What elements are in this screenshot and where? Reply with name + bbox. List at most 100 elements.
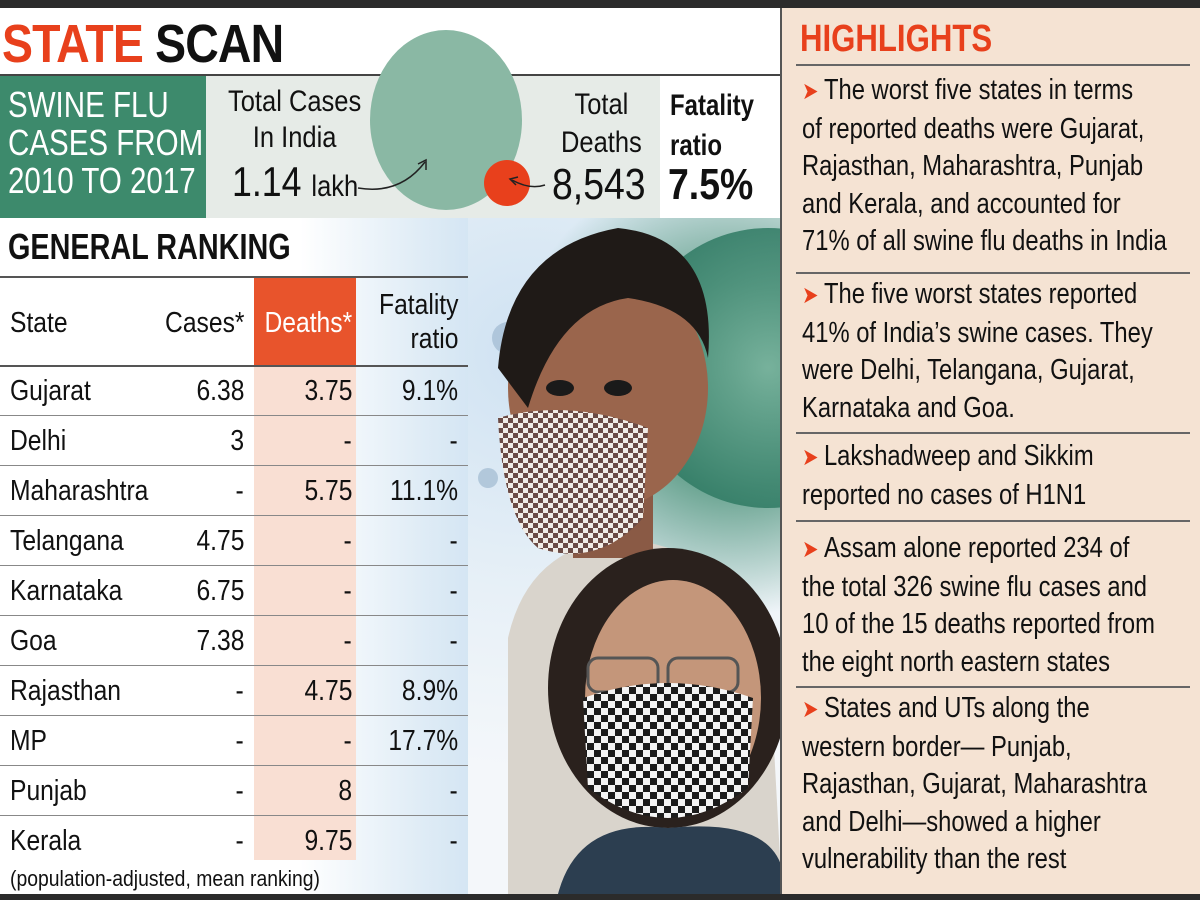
- cases-rank: 4.75: [196, 525, 244, 557]
- highlight-line: ➤ The five worst states reported: [802, 276, 1187, 315]
- state-name: Rajasthan: [10, 675, 122, 707]
- fatality-ratio: 11.1%: [389, 475, 458, 507]
- swine-flu-label: SWINE FLU CASES FROM 2010 TO 2017: [8, 86, 203, 200]
- highlight-line: Rajasthan, Gujarat, Maharashtra: [802, 766, 1187, 804]
- total-deaths-value: 8,543: [552, 160, 646, 209]
- deaths-rank: -: [343, 725, 352, 757]
- fatality-ratio: -: [449, 825, 458, 857]
- highlight-line: 71% of all swine flu deaths in India: [802, 223, 1187, 261]
- highlight-text: and Delhi—showed a higher: [802, 805, 1101, 838]
- table-top-rule: [0, 276, 468, 278]
- header-state: State: [10, 307, 68, 339]
- bullet-arrow-icon: ➤: [802, 282, 824, 309]
- fatality-ratio-label-line: Fatality: [670, 89, 755, 122]
- highlight-item: ➤ Lakshadweep and Sikkim reported no case…: [802, 438, 1187, 514]
- deaths-header-cell: [254, 278, 356, 366]
- deaths-rank: -: [343, 575, 352, 607]
- table-row-divider: [0, 465, 468, 466]
- highlight-line: vulnerability than the rest: [802, 841, 1187, 879]
- fatality-ratio: -: [449, 525, 458, 557]
- highlight-line: 41% of India’s swine cases. They: [802, 315, 1187, 353]
- state-name: Goa: [10, 625, 57, 657]
- bullet-arrow-icon: ➤: [802, 536, 824, 563]
- highlight-line: Karnataka and Goa.: [802, 390, 1187, 428]
- highlight-line: reported no cases of H1N1: [802, 477, 1187, 515]
- deaths-rank: -: [343, 625, 352, 657]
- deaths-rank: 4.75: [304, 675, 352, 707]
- cases-rank: 6.75: [196, 575, 244, 607]
- bottom-border: [0, 894, 1200, 900]
- state-name: Gujarat: [10, 375, 91, 407]
- cases-rank: -: [235, 675, 244, 707]
- highlight-text: the total 326 swine flu cases and: [802, 570, 1148, 603]
- total-cases-unit: lakh: [311, 170, 359, 203]
- fatality-ratio-label: Fatality ratio: [670, 86, 754, 166]
- highlight-text: western border— Punjab,: [802, 730, 1072, 763]
- fatality-ratio-box: [660, 76, 780, 218]
- title-part-scan: SCAN: [155, 14, 284, 74]
- deaths-rank: 9.75: [304, 825, 352, 857]
- header-cases: Cases*: [164, 307, 244, 339]
- fatality-ratio: 17.7%: [388, 725, 458, 757]
- total-cases-number: 1.14: [232, 158, 302, 205]
- state-name: Karnataka: [10, 575, 123, 607]
- bullet-arrow-icon: ➤: [802, 444, 824, 471]
- highlight-divider: [796, 520, 1190, 522]
- table-row-divider: [0, 815, 468, 816]
- highlight-line: were Delhi, Telangana, Gujarat,: [802, 352, 1187, 390]
- highlight-line: the eight north eastern states: [802, 644, 1187, 682]
- cases-rank: 7.38: [196, 625, 244, 657]
- deaths-column-highlight: [254, 278, 356, 860]
- fatality-ratio: -: [449, 625, 458, 657]
- cases-rank: -: [235, 475, 244, 507]
- highlight-line: ➤ The worst five states in terms: [802, 72, 1187, 111]
- header-fatality: Fatality ratio: [379, 288, 458, 356]
- highlight-text: Lakshadweep and Sikkim: [823, 440, 1094, 472]
- state-name: Telangana: [10, 525, 124, 557]
- header-deaths: Deaths*: [264, 307, 352, 339]
- swine-flu-label-line: SWINE FLU: [8, 84, 169, 125]
- fatality-ratio: -: [449, 425, 458, 457]
- top-border: [0, 0, 1200, 8]
- cases-rank: -: [235, 825, 244, 857]
- state-name: Delhi: [10, 425, 67, 457]
- highlights-title-rule: [796, 64, 1190, 66]
- highlight-line: ➤ States and UTs along the: [802, 690, 1187, 729]
- total-deaths-circle: [484, 160, 530, 206]
- highlight-text: of reported deaths were Gujarat,: [802, 112, 1145, 145]
- fatality-ratio: 9.1%: [401, 375, 458, 407]
- highlights-separator: [780, 8, 782, 894]
- highlight-text: Karnataka and Goa.: [802, 391, 1015, 424]
- deaths-rank: -: [343, 425, 352, 457]
- fatality-ratio-value: 7.5%: [668, 160, 754, 209]
- header-fatality-line: Fatality: [378, 289, 458, 321]
- highlight-line: the total 326 swine flu cases and: [802, 569, 1187, 607]
- highlight-line: and Kerala, and accounted for: [802, 186, 1187, 224]
- fatality-ratio: -: [449, 775, 458, 807]
- state-name: Maharashtra: [10, 475, 149, 507]
- highlight-text: Rajasthan, Gujarat, Maharashtra: [802, 768, 1147, 800]
- table-footnote: (population-adjusted, mean ranking): [10, 866, 320, 891]
- table-row-divider: [0, 765, 468, 766]
- swine-flu-label-line: CASES FROM: [8, 122, 204, 163]
- swine-flu-label-line: 2010 TO 2017: [8, 160, 196, 201]
- highlight-divider: [796, 686, 1190, 688]
- bullet-arrow-icon: ➤: [802, 78, 824, 105]
- cases-rank: 3: [230, 425, 244, 457]
- cases-rank: -: [235, 775, 244, 807]
- highlights-title: HIGHLIGHTS: [800, 18, 993, 60]
- highlights-panel: [782, 8, 1200, 894]
- total-deaths-label-line: Deaths: [561, 126, 642, 159]
- highlight-text: vulnerability than the rest: [802, 843, 1067, 875]
- highlight-item: ➤ Assam alone reported 234 of the total 3…: [802, 530, 1187, 681]
- highlight-line: ➤ Assam alone reported 234 of: [802, 530, 1187, 569]
- general-ranking-title: GENERAL RANKING: [8, 226, 291, 267]
- cases-rank: -: [235, 725, 244, 757]
- table-row-divider: [0, 415, 468, 416]
- total-deaths-label: Total Deaths: [561, 86, 642, 162]
- highlight-text: Rajasthan, Maharashtra, Punjab: [802, 150, 1144, 182]
- highlight-line: western border— Punjab,: [802, 729, 1187, 767]
- highlight-divider: [796, 432, 1190, 434]
- state-name: MP: [10, 725, 47, 757]
